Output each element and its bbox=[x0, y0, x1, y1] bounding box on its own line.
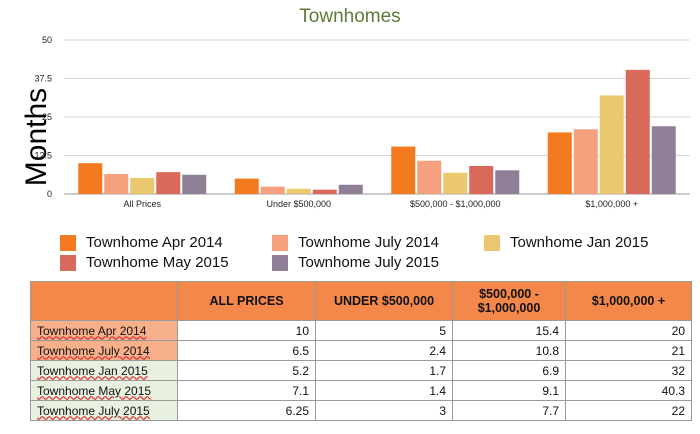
x-tick-label: $1,000,000 + bbox=[585, 199, 638, 209]
table-cell: 9.1 bbox=[452, 380, 566, 401]
y-tick-label: 0 bbox=[47, 189, 52, 199]
table-header-cell bbox=[30, 281, 178, 321]
table-row-label: Townhome July 2014 bbox=[30, 340, 178, 361]
legend-swatch bbox=[272, 254, 288, 271]
bar-chart: 0 12.5 25 37.5 50 All Prices Under $500,000 $50… bbox=[34, 35, 690, 209]
table-cell: 5 bbox=[315, 320, 453, 341]
legend-item: Townhome May 2015 bbox=[60, 254, 229, 271]
table-row: Townhome July 2014 6.5 2.4 10.8 21 bbox=[30, 340, 692, 361]
bar bbox=[547, 132, 572, 194]
bar bbox=[312, 189, 337, 194]
bar bbox=[234, 178, 259, 194]
bar bbox=[443, 172, 468, 194]
bar bbox=[156, 172, 181, 194]
legend-label: Townhome Apr 2014 bbox=[86, 234, 223, 251]
legend-item: Townhome July 2014 bbox=[272, 234, 439, 251]
table-row: Townhome Jan 2015 5.2 1.7 6.9 32 bbox=[30, 360, 692, 381]
bar bbox=[651, 126, 676, 194]
table-row-label: Townhome Apr 2014 bbox=[30, 320, 178, 341]
legend-label: Townhome May 2015 bbox=[86, 254, 229, 271]
table-cell: 22 bbox=[565, 400, 692, 421]
bar bbox=[286, 188, 311, 194]
table-cell: 10.8 bbox=[452, 340, 566, 361]
chart-title: Townhomes bbox=[299, 6, 401, 27]
table-row: Townhome July 2015 6.25 3 7.7 22 bbox=[30, 400, 692, 421]
x-tick-label: All Prices bbox=[123, 199, 161, 209]
table-cell: 21 bbox=[565, 340, 692, 361]
bar bbox=[417, 160, 442, 194]
legend-swatch bbox=[484, 234, 500, 251]
table-cell: 6.9 bbox=[452, 360, 566, 381]
table-row: Townhome May 2015 7.1 1.4 9.1 40.3 bbox=[30, 380, 692, 401]
table-header-cell: $1,000,000 + bbox=[565, 281, 692, 321]
table-row: Townhome Apr 2014 10 5 15.4 20 bbox=[30, 320, 692, 341]
legend-label: Townhome July 2014 bbox=[298, 234, 439, 251]
data-table: ALL PRICES UNDER $500,000 $500,000 - $1,… bbox=[30, 281, 692, 421]
table-row-label: Townhome May 2015 bbox=[30, 380, 178, 401]
table-cell: 40.3 bbox=[565, 380, 692, 401]
y-tick-label: 12.5 bbox=[34, 151, 52, 161]
table-cell: 1.4 bbox=[315, 380, 453, 401]
bar bbox=[573, 129, 598, 194]
table-row-label: Townhome Jan 2015 bbox=[30, 360, 178, 381]
bar bbox=[260, 186, 285, 194]
bar bbox=[469, 165, 494, 194]
bar bbox=[338, 184, 363, 194]
bar bbox=[625, 69, 650, 194]
y-tick-label: 25 bbox=[42, 112, 52, 122]
bar bbox=[599, 95, 624, 194]
table-header-cell: UNDER $500,000 bbox=[315, 281, 453, 321]
x-tick-label: $500,000 - $1,000,000 bbox=[410, 199, 501, 209]
legend-swatch bbox=[272, 234, 288, 251]
y-tick-label: 50 bbox=[42, 35, 52, 45]
chart-legend: Townhome Apr 2014 Townhome July 2014 Townh… bbox=[60, 230, 700, 274]
table-cell: 6.25 bbox=[177, 400, 316, 421]
bar bbox=[391, 146, 416, 194]
table-cell: 2.4 bbox=[315, 340, 453, 361]
table-header-cell: ALL PRICES bbox=[177, 281, 316, 321]
table-cell: 3 bbox=[315, 400, 453, 421]
legend-label: Townhome Jan 2015 bbox=[510, 234, 649, 251]
legend-item: Townhome July 2015 bbox=[272, 254, 439, 271]
bar bbox=[104, 173, 129, 194]
table-cell: 10 bbox=[177, 320, 316, 341]
table-row-label: Townhome July 2015 bbox=[30, 400, 178, 421]
y-tick-label: 37.5 bbox=[34, 74, 52, 84]
x-tick-label: Under $500,000 bbox=[266, 199, 331, 209]
legend-item: Townhome Apr 2014 bbox=[60, 234, 223, 251]
table-header-row: ALL PRICES UNDER $500,000 $500,000 - $1,… bbox=[30, 281, 692, 321]
legend-item: Townhome Jan 2015 bbox=[484, 234, 648, 251]
table-cell: 7.1 bbox=[177, 380, 316, 401]
table-cell: 1.7 bbox=[315, 360, 453, 381]
legend-swatch bbox=[60, 254, 76, 271]
bar bbox=[130, 177, 155, 194]
legend-swatch bbox=[60, 234, 76, 251]
table-cell: 7.7 bbox=[452, 400, 566, 421]
table-cell: 20 bbox=[565, 320, 692, 341]
bar bbox=[495, 170, 520, 194]
table-cell: 15.4 bbox=[452, 320, 566, 341]
table-cell: 5.2 bbox=[177, 360, 316, 381]
legend-label: Townhome July 2015 bbox=[298, 254, 439, 271]
bar bbox=[182, 174, 207, 194]
bar bbox=[78, 163, 103, 194]
table-header-cell: $500,000 - $1,000,000 bbox=[452, 281, 566, 321]
table-cell: 32 bbox=[565, 360, 692, 381]
table-cell: 6.5 bbox=[177, 340, 316, 361]
